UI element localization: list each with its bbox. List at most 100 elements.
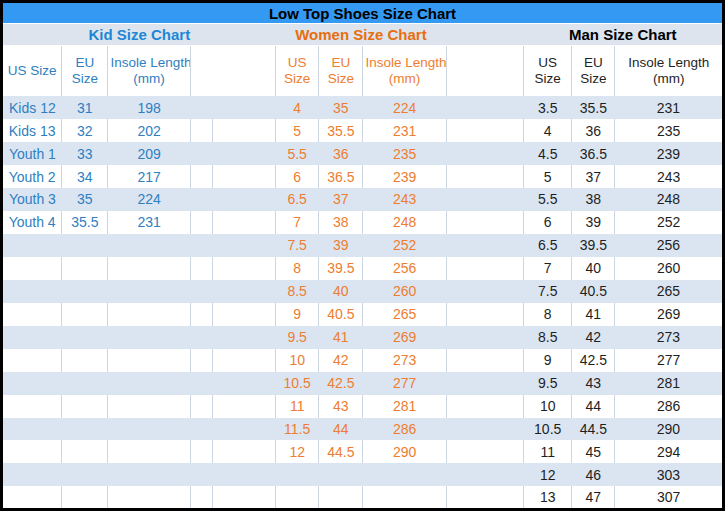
- spacer-cell: [446, 486, 523, 509]
- cell-women-eu: 44.5: [319, 440, 363, 463]
- cell-man-eu: 47: [572, 486, 615, 509]
- spacer-cell: [190, 395, 212, 418]
- cell-man-insole: 307: [615, 486, 724, 509]
- cell-man-us: 12: [524, 463, 572, 486]
- cell-kid-insole: 198: [108, 96, 190, 119]
- cell-women-eu: 35: [319, 96, 363, 119]
- cell-kid-us: [2, 234, 62, 257]
- spacer-cell: [446, 188, 523, 211]
- cell-women-insole: 281: [363, 395, 446, 418]
- cell-women-insole: 256: [363, 257, 446, 280]
- spacer-cell: [190, 142, 212, 165]
- spacer-cell: [190, 463, 212, 486]
- spacer-cell: [190, 372, 212, 395]
- table-row: 8.5402607.540.5265: [2, 280, 724, 303]
- size-table-body: Low Top Shoes Size Chart Kid Size Chart …: [2, 2, 724, 510]
- cell-women-us: 12: [276, 440, 319, 463]
- cell-women-insole: 224: [363, 96, 446, 119]
- man-insole-header: Insole Length (mm): [615, 46, 724, 96]
- cell-women-insole: 248: [363, 211, 446, 234]
- cell-women-us: 9.5: [276, 326, 319, 349]
- cell-women-insole: 239: [363, 165, 446, 188]
- cell-man-eu: 38: [572, 188, 615, 211]
- spacer-cell: [190, 440, 212, 463]
- table-title-row: Low Top Shoes Size Chart: [2, 2, 724, 24]
- table-row: Youth 1332095.5362354.536.5239: [2, 142, 724, 165]
- cell-women-insole: 260: [363, 280, 446, 303]
- spacer-cell: [446, 234, 523, 257]
- cell-kid-eu: [62, 280, 108, 303]
- table-row: 11.54428610.544.5290: [2, 418, 724, 441]
- spacer-cell: [446, 211, 523, 234]
- table-row: 1042273942.5277: [2, 349, 724, 372]
- spacer-cell: [446, 46, 523, 96]
- cell-man-eu: 36: [572, 119, 615, 142]
- cell-man-eu: 43: [572, 372, 615, 395]
- cell-man-insole: 252: [615, 211, 724, 234]
- cell-kid-insole: [108, 326, 190, 349]
- cell-kid-eu: [62, 326, 108, 349]
- cell-kid-eu: [62, 303, 108, 326]
- cell-women-us: 8.5: [276, 280, 319, 303]
- spacer-cell: [212, 188, 275, 211]
- cell-kid-insole: 224: [108, 188, 190, 211]
- cell-kid-us: [2, 395, 62, 418]
- cell-man-eu: 46: [572, 463, 615, 486]
- spacer-cell: [190, 303, 212, 326]
- table-row: 1244.52901145294: [2, 440, 724, 463]
- spacer-cell: [212, 326, 275, 349]
- spacer-cell: [190, 211, 212, 234]
- table-row: 9.5412698.542273: [2, 326, 724, 349]
- spacer-cell: [212, 280, 275, 303]
- spacer-cell: [190, 257, 212, 280]
- women-insole-header: Insole Length (mm): [363, 46, 446, 96]
- women-section-title: Women Size Chart: [276, 24, 447, 46]
- cell-kid-insole: [108, 303, 190, 326]
- cell-women-eu: 39: [319, 234, 363, 257]
- cell-kid-us: [2, 372, 62, 395]
- kid-insole-header-line1: Insole Length: [110, 55, 187, 71]
- cell-man-us: 9: [524, 349, 572, 372]
- cell-kid-insole: [108, 440, 190, 463]
- cell-kid-eu: 32: [62, 119, 108, 142]
- cell-kid-us: [2, 303, 62, 326]
- spacer-cell: [212, 234, 275, 257]
- cell-man-us: 10: [524, 395, 572, 418]
- cell-women-insole: 252: [363, 234, 446, 257]
- cell-kid-insole: 202: [108, 119, 190, 142]
- page-title: Low Top Shoes Size Chart: [2, 2, 724, 24]
- cell-kid-us: [2, 257, 62, 280]
- cell-women-us: 11: [276, 395, 319, 418]
- cell-kid-insole: [108, 257, 190, 280]
- cell-kid-insole: [108, 372, 190, 395]
- cell-kid-insole: [108, 349, 190, 372]
- table-row: 1347307: [2, 486, 724, 509]
- cell-women-eu: [319, 463, 363, 486]
- cell-kid-insole: [108, 418, 190, 441]
- cell-kid-us: Youth 4: [2, 211, 62, 234]
- cell-women-us: 4: [276, 96, 319, 119]
- cell-man-eu: 40.5: [572, 280, 615, 303]
- spacer-cell: [446, 372, 523, 395]
- cell-kid-us: [2, 463, 62, 486]
- cell-women-insole: 273: [363, 349, 446, 372]
- cell-kid-insole: [108, 463, 190, 486]
- cell-man-us: 13: [524, 486, 572, 509]
- cell-kid-us: Youth 2: [2, 165, 62, 188]
- table-row: 7.5392526.539.5256: [2, 234, 724, 257]
- cell-man-eu: 36.5: [572, 142, 615, 165]
- spacer-cell: [446, 463, 523, 486]
- women-insole-header-line2: (mm): [365, 71, 443, 87]
- spacer-cell: [190, 188, 212, 211]
- cell-man-insole: 243: [615, 165, 724, 188]
- spacer-cell: [212, 165, 275, 188]
- spacer-cell: [446, 326, 523, 349]
- kid-insole-header: Insole Length (mm): [108, 46, 190, 96]
- cell-man-insole: 269: [615, 303, 724, 326]
- cell-women-insole: 243: [363, 188, 446, 211]
- cell-man-insole: 294: [615, 440, 724, 463]
- cell-man-eu: 37: [572, 165, 615, 188]
- kid-us-header: US Size: [2, 46, 62, 96]
- cell-man-us: 8: [524, 303, 572, 326]
- cell-women-us: 7.5: [276, 234, 319, 257]
